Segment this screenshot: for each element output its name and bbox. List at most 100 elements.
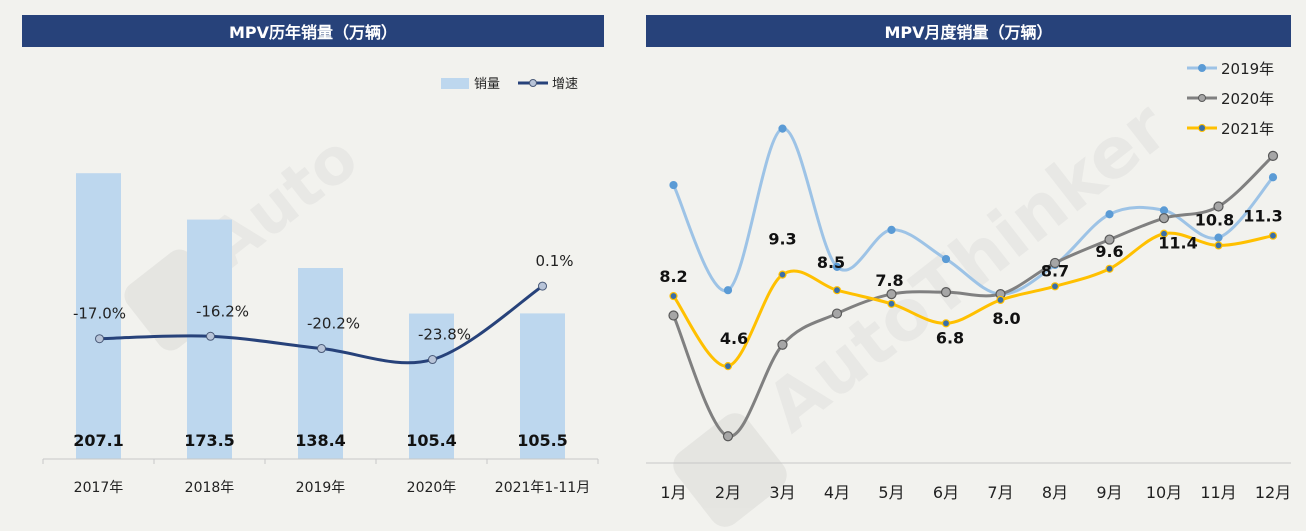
series-point	[778, 270, 787, 279]
x-tick-label: 2021年1-11月	[495, 480, 590, 496]
bar-2020年	[409, 313, 454, 459]
series-point	[723, 362, 733, 371]
bar-value-label: 207.1	[73, 431, 124, 450]
data-label-2021: 9.3	[768, 230, 796, 249]
series-point	[1159, 206, 1169, 215]
series-point	[1105, 264, 1114, 273]
series-point	[1159, 229, 1169, 238]
series-point	[778, 124, 787, 133]
data-label-2021: 8.0	[992, 309, 1020, 328]
watermark: AutoThinker	[673, 86, 1183, 527]
x-tick-label: 8月	[1042, 483, 1068, 502]
legend-label: 增速	[552, 77, 578, 92]
x-tick-label: 3月	[769, 483, 795, 502]
series-point	[886, 288, 897, 300]
x-tick-label: 10月	[1146, 483, 1182, 502]
data-label-2021: 8.5	[817, 253, 845, 272]
chart-title-text: MPV历年销量（万辆）	[228, 23, 398, 42]
bar-2021年1-11月	[520, 313, 565, 459]
chart-title: MPV月度销量（万辆）	[646, 15, 1291, 47]
series-point	[1213, 201, 1224, 212]
growth-point	[428, 355, 437, 365]
annual-chart-svg: Auto207.12017年173.52018年138.42019年105.42…	[42, 77, 599, 496]
series-point	[1050, 282, 1060, 291]
series-point	[669, 291, 678, 301]
watermark-logo	[673, 413, 787, 527]
growth-value-label: -23.8%	[418, 326, 471, 344]
x-tick-label: 2019年	[296, 480, 346, 496]
series-point	[941, 254, 951, 264]
series-point	[940, 287, 952, 298]
series-point	[941, 319, 951, 328]
x-tick-label: 7月	[987, 483, 1013, 502]
bar-value-label: 105.5	[517, 431, 568, 450]
legend-marker	[529, 79, 537, 87]
x-tick-label: 2018年	[185, 480, 235, 496]
data-label-2021: 4.6	[720, 329, 748, 348]
x-tick-label: 5月	[878, 483, 904, 502]
data-label-2021: 7.8	[875, 271, 903, 290]
growth-value-label: 0.1%	[535, 252, 573, 270]
growth-value-label: -17.0%	[73, 305, 126, 323]
legend-swatch-sales	[441, 78, 469, 89]
growth-value-label: -20.2%	[307, 315, 360, 333]
x-tick-label: 2月	[715, 483, 741, 502]
growth-point	[317, 344, 326, 354]
series-point	[1105, 210, 1114, 219]
series-point	[723, 286, 733, 295]
data-label-2021: 11.3	[1243, 207, 1282, 226]
series-point	[1158, 213, 1170, 224]
x-tick-label: 9月	[1096, 483, 1122, 502]
bar-2017年	[76, 173, 121, 459]
series-point	[668, 310, 679, 321]
monthly-sales-chart: MPV月度销量（万辆） AutoThinker 1月 2月 3月 4月 5月 6月 7月 8月 9…	[620, 0, 1306, 531]
series-point	[1104, 234, 1115, 245]
data-label-2021: 11.4	[1158, 234, 1197, 253]
growth-point	[206, 331, 215, 341]
x-tick-label: 11月	[1200, 483, 1236, 502]
series-point	[722, 431, 734, 442]
data-label-2021: 8.7	[1041, 261, 1069, 280]
series-point	[1049, 257, 1061, 269]
legend-label: 2020年	[1221, 90, 1274, 108]
data-label-2021: 10.8	[1195, 210, 1234, 229]
series-point	[1214, 241, 1223, 250]
bar-value-label: 138.4	[295, 431, 346, 450]
bar-2019年	[298, 268, 343, 459]
data-label-2021: 9.6	[1095, 242, 1123, 261]
annual-sales-chart: MPV历年销量（万辆） Auto 207.1 2017年 173.5 2018年 138.…	[0, 0, 620, 531]
series-point	[777, 339, 788, 350]
x-tick-label: 4月	[824, 483, 850, 502]
series-point	[832, 286, 842, 295]
legend-label: 销量	[474, 77, 500, 92]
growth-point	[95, 334, 104, 344]
x-tick-label: 2017年	[74, 480, 124, 496]
chart-title-text: MPV月度销量（万辆）	[884, 23, 1053, 42]
series-point	[887, 225, 896, 234]
x-tick-label: 12月	[1255, 483, 1291, 502]
x-tick-label: 2020年	[407, 480, 457, 496]
x-tick-label: 6月	[933, 483, 959, 502]
growth-value-label: -16.2%	[196, 302, 249, 320]
legend-marker	[1198, 94, 1206, 102]
bar-value-label: 173.5	[184, 431, 235, 450]
data-label-2021: 6.8	[936, 328, 964, 347]
series-point	[669, 180, 678, 190]
growth-point	[538, 281, 547, 291]
series-point	[1267, 150, 1279, 161]
series-point	[887, 299, 896, 308]
legend-label: 2019年	[1221, 60, 1274, 78]
series-point	[831, 308, 843, 319]
chart-title: MPV历年销量（万辆）	[22, 15, 604, 47]
data-label-2021: 8.2	[659, 267, 687, 286]
series-point	[1268, 173, 1278, 182]
legend-marker	[1198, 64, 1206, 72]
series-point	[1268, 231, 1278, 240]
x-tick-label: 1月	[660, 483, 686, 502]
series-point	[1214, 233, 1223, 242]
series-point	[996, 295, 1005, 305]
bar-value-label: 105.4	[406, 431, 457, 450]
series-point	[832, 262, 842, 271]
legend-marker	[1198, 124, 1206, 132]
